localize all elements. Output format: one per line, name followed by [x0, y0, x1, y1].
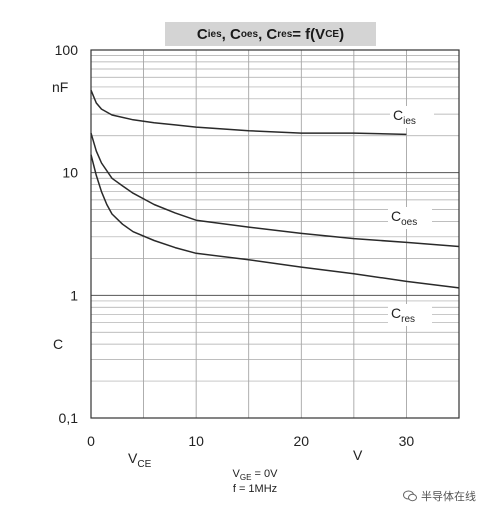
series-line-oes — [90, 132, 460, 248]
condition-vge-main: V — [232, 468, 240, 480]
series-line-res — [90, 154, 460, 289]
y-unit-label: nF — [52, 79, 68, 95]
y-tick-label: 10 — [62, 165, 78, 181]
title-part-6: = f(V — [292, 25, 326, 43]
series-label-res: Cres — [391, 305, 415, 325]
title-part-4: , C — [258, 25, 278, 43]
title-part-5: res — [277, 28, 293, 40]
y-tick-label: 1 — [70, 287, 78, 303]
condition-vge: VGE = 0V — [190, 468, 320, 482]
condition-vge-sub: GE — [239, 473, 252, 483]
title-part-1: ies — [207, 28, 222, 40]
title-part-0: C — [196, 25, 208, 43]
series-label-bg — [388, 304, 432, 326]
x-tick-label: 20 — [293, 433, 309, 449]
wechat-icon — [403, 490, 417, 502]
y-tick-label: 100 — [55, 42, 79, 58]
series-line-ies — [90, 89, 407, 136]
y-tick-label: 0,1 — [59, 410, 79, 426]
series-label-ies: Cies — [393, 107, 416, 127]
title-part-3: oes — [240, 28, 259, 40]
title-part-7: CE — [325, 28, 340, 40]
series-label-bg — [388, 207, 432, 229]
x-unit-label: V — [353, 447, 363, 463]
title-part-8: ) — [339, 25, 345, 43]
x-axis-label: VCE — [128, 450, 152, 470]
plot-frame — [90, 49, 460, 419]
title-part-2: , C — [221, 25, 241, 43]
watermark-text: 半导体在线 — [421, 490, 476, 503]
condition-frequency: f = 1MHz — [190, 483, 320, 495]
condition-frequency-main: f = 1MHz — [232, 483, 278, 495]
watermark: 半导体在线 — [403, 488, 476, 504]
series-label-oes: Coes — [391, 208, 417, 228]
series-label-bg — [390, 106, 434, 128]
x-tick-label: 10 — [188, 433, 204, 449]
condition-vge-rest: = 0V — [251, 468, 278, 480]
x-tick-label: 0 — [87, 433, 95, 449]
plot-area — [91, 50, 459, 418]
y-axis-symbol: C — [53, 336, 63, 352]
x-tick-label: 30 — [399, 433, 415, 449]
